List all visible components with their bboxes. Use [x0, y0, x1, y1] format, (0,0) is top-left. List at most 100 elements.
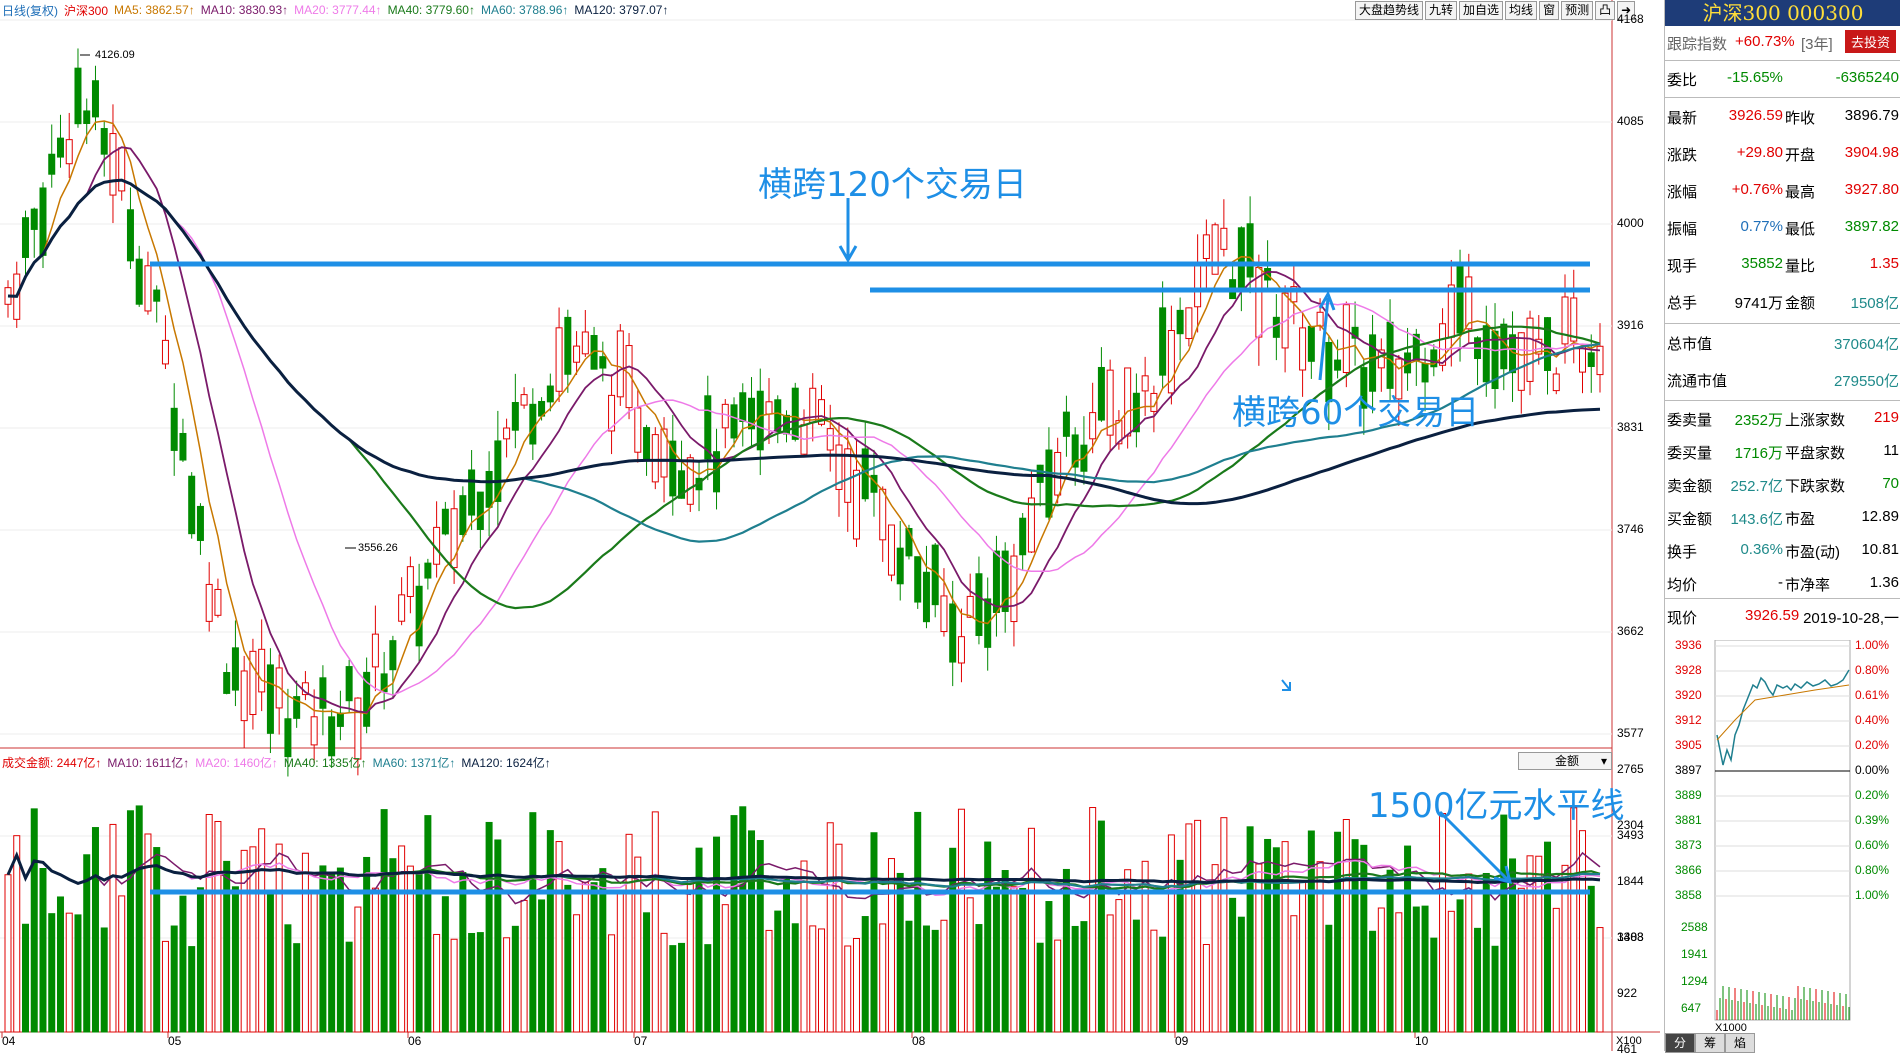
volume-bar — [1194, 819, 1202, 1033]
quote-row: 涨跌 +29.80 开盘 3904.98 — [1665, 137, 1900, 169]
invest-button[interactable]: 去投资 — [1845, 30, 1897, 53]
candle-body — [1019, 517, 1027, 556]
volume-bar — [984, 841, 992, 1033]
forecast-button[interactable]: 预测 — [1561, 1, 1594, 20]
volume-bar — [1019, 887, 1027, 1033]
candle-body — [389, 640, 397, 671]
volume-bar — [730, 815, 738, 1033]
trendline-button[interactable]: 大盘趋势线 — [1355, 1, 1424, 20]
intraday-mini-chart[interactable] — [1665, 640, 1900, 1032]
volume-bar — [144, 833, 152, 1033]
candle-body — [223, 672, 231, 694]
volume-bar — [835, 843, 843, 1033]
candle-body — [756, 390, 764, 451]
candle-body — [1430, 349, 1438, 368]
candle-body — [844, 448, 852, 503]
volume-header: 成交金额: 2447亿↑ MA10: 1611亿↑ MA20: 1460亿↑ M… — [2, 754, 551, 770]
pin-icon[interactable]: 凸 — [1595, 1, 1616, 20]
candle-body — [660, 428, 668, 478]
candle-body — [441, 508, 449, 535]
panel-tab[interactable]: 焰 — [1725, 1033, 1756, 1053]
candle-body — [398, 594, 406, 622]
candle-body — [1185, 307, 1193, 340]
stat-value: 143.6亿 — [1730, 511, 1783, 528]
volume-bar — [1430, 937, 1438, 1033]
volume-bar — [1001, 870, 1009, 1033]
panel-title: 沪深300 000300 — [1665, 0, 1900, 26]
window-button[interactable]: 窗 — [1539, 1, 1560, 20]
volume-bar — [74, 914, 82, 1033]
volume-bar — [1045, 901, 1053, 1033]
candle-body — [852, 469, 860, 540]
quote-value: 3904.98 — [1844, 144, 1899, 161]
mini-pct-tick: 1.00% — [1855, 888, 1890, 902]
market-value: 279550亿 — [1833, 373, 1899, 390]
candle-body — [1491, 330, 1499, 390]
candle-body — [109, 133, 117, 196]
ma-settings-button[interactable]: 均线 — [1505, 1, 1538, 20]
volume-selector[interactable]: 金额 ▾ — [1518, 752, 1612, 770]
volume-bar — [739, 806, 747, 1033]
candle-body — [1194, 262, 1202, 308]
candle-body — [992, 550, 1000, 613]
weibi-label: 委比 — [1667, 72, 1698, 89]
candle-body — [1045, 449, 1053, 518]
stat-value: - — [1778, 574, 1783, 591]
candle-body — [459, 495, 467, 535]
volume-bar — [791, 923, 799, 1033]
candle-body — [83, 110, 91, 124]
candle-body — [1036, 464, 1044, 483]
nine-turn-button[interactable]: 九转 — [1425, 1, 1458, 20]
volume-bar — [118, 895, 126, 1033]
candle-body — [1544, 317, 1552, 371]
stat-row: 均价 - 市净率 1.36 — [1665, 567, 1900, 599]
candle-body — [503, 427, 511, 440]
volume-bar — [65, 912, 73, 1033]
candle-body — [748, 397, 756, 430]
volume-bar — [555, 841, 563, 1033]
candle-body — [1395, 358, 1403, 400]
candle-body — [905, 528, 913, 557]
price-tick-label: 3493 — [1617, 828, 1644, 842]
quote-label: 涨幅 — [1667, 184, 1698, 201]
volume-bar — [188, 946, 196, 1033]
candle-body — [1089, 412, 1097, 440]
candle-body — [1369, 334, 1377, 392]
candle-body — [380, 673, 388, 693]
volume-bar — [651, 811, 659, 1033]
candle-body — [354, 697, 362, 760]
expand-arrow-icon[interactable]: ➜ — [1617, 1, 1636, 20]
candle-body — [1500, 323, 1508, 370]
volume-bar — [922, 925, 930, 1033]
volume-bar — [56, 896, 64, 1033]
volume-bar — [520, 899, 528, 1033]
candle-body — [249, 650, 257, 716]
candle-body — [1237, 227, 1245, 292]
volume-bar — [581, 881, 589, 1033]
stat-label: 下跌家数 — [1785, 478, 1846, 495]
kline-chart-svg[interactable] — [0, 0, 1660, 1051]
candle-body — [100, 128, 108, 155]
volume-bar — [1456, 899, 1464, 1033]
quote-row: 现手 35852 量比 1.35 — [1665, 248, 1900, 280]
volume-bar — [1509, 858, 1517, 1033]
mini-price-tick: 3889 — [1675, 788, 1702, 802]
candle-body — [1552, 373, 1560, 392]
volume-bar — [538, 899, 546, 1033]
candle-body — [1377, 349, 1385, 369]
kline-chart-area[interactable]: 日线(复权) 沪深300 MA5: 3862.57↑ MA10: 3830.93… — [0, 0, 1660, 1056]
volume-bar — [660, 932, 668, 1033]
ma120-label: MA120: 3797.07↑ — [574, 3, 669, 17]
volume-bar — [398, 845, 406, 1033]
panel-tab[interactable]: 筹 — [1695, 1033, 1726, 1053]
volume-bar — [844, 945, 852, 1033]
volume-bar — [1124, 869, 1132, 1033]
mini-pct-tick: 0.61% — [1855, 688, 1890, 702]
panel-tabs: 分筹焰 — [1665, 1033, 1756, 1053]
volume-tick-label: 1844 — [1617, 874, 1644, 888]
panel-tab[interactable]: 分 — [1665, 1033, 1696, 1053]
add-watchlist-button[interactable]: 加自选 — [1459, 1, 1504, 20]
mini-price-tick: 3928 — [1675, 663, 1702, 677]
quote-value: 1.35 — [1869, 255, 1899, 272]
chart-type-label[interactable]: 日线(复权) — [2, 3, 58, 18]
